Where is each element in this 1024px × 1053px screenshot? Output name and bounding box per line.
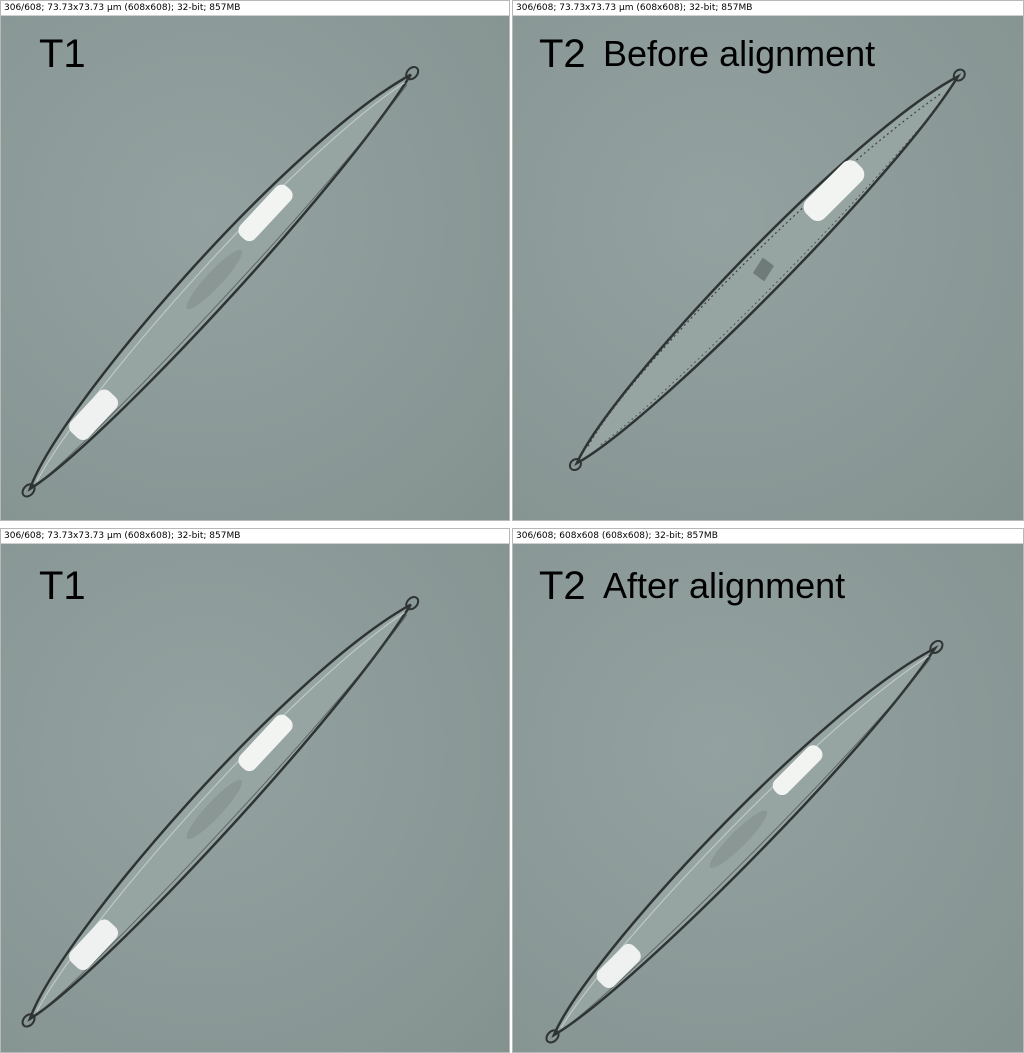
chloroplast-upper bbox=[238, 184, 293, 242]
image-info-bar: 306/608; 73.73x73.73 µm (608x608); 32-bi… bbox=[1, 1, 509, 16]
chloroplast-lower bbox=[69, 389, 119, 441]
chloroplast-upper bbox=[238, 714, 293, 772]
image-canvas[interactable]: T1 bbox=[1, 544, 509, 1052]
image-info-bar: 306/608; 608x608 (608x608); 32-bit; 857M… bbox=[513, 529, 1023, 544]
image-window-bottom-left[interactable]: 306/608; 73.73x73.73 µm (608x608); 32-bi… bbox=[0, 528, 510, 1053]
image-canvas[interactable]: T1 bbox=[1, 16, 509, 520]
image-window-bottom-right[interactable]: 306/608; 608x608 (608x608); 32-bit; 857M… bbox=[512, 528, 1024, 1053]
image-canvas[interactable]: T2 Before alignment bbox=[513, 16, 1023, 520]
time-label: T1 bbox=[39, 564, 86, 608]
chloroplast-lower bbox=[596, 943, 641, 989]
time-label: T1 bbox=[39, 32, 86, 76]
diatom-image bbox=[21, 596, 420, 1028]
diatom-cell bbox=[545, 639, 944, 1044]
chloroplast-upper bbox=[772, 745, 823, 796]
alignment-note: Before alignment bbox=[603, 33, 876, 74]
diatom-image bbox=[568, 68, 966, 472]
diatom-cell bbox=[21, 596, 420, 1028]
diatom-cell bbox=[568, 68, 966, 472]
diatom-cell bbox=[21, 66, 420, 498]
alignment-note: After alignment bbox=[603, 565, 846, 606]
image-canvas[interactable]: T2 After alignment bbox=[513, 544, 1023, 1052]
image-info-bar: 306/608; 73.73x73.73 µm (608x608); 32-bi… bbox=[1, 529, 509, 544]
time-label: T2 bbox=[539, 564, 586, 608]
diatom-image bbox=[21, 66, 420, 498]
image-window-top-right[interactable]: 306/608; 73.73x73.73 µm (608x608); 32-bi… bbox=[512, 0, 1024, 521]
chloroplast-lower bbox=[69, 919, 119, 971]
diatom-image bbox=[545, 639, 944, 1044]
image-info-bar: 306/608; 73.73x73.73 µm (608x608); 32-bi… bbox=[513, 1, 1023, 16]
time-label: T2 bbox=[539, 32, 586, 76]
image-window-top-left[interactable]: 306/608; 73.73x73.73 µm (608x608); 32-bi… bbox=[0, 0, 510, 521]
chloroplast-upper bbox=[803, 160, 865, 221]
